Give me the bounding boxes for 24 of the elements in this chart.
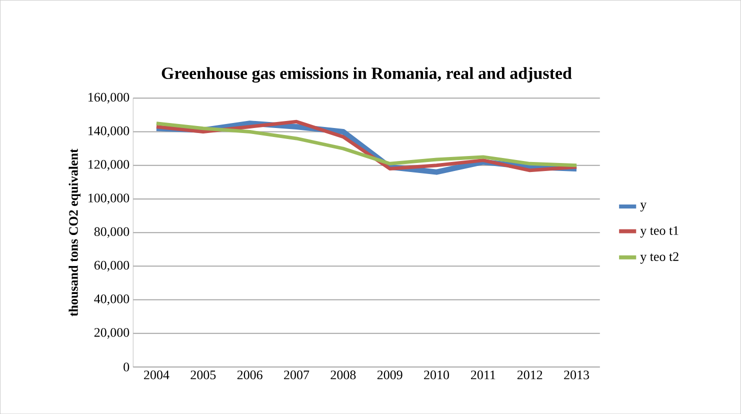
y-tick-label: 80,000	[94, 227, 130, 238]
y-axis-title: thousand tons CO2 equivalent	[68, 148, 81, 316]
x-tick-label: 2012	[517, 370, 542, 380]
x-tick-label: 2007	[284, 370, 310, 380]
y-tick-label: 100,000	[88, 194, 130, 204]
x-tick-label: 2006	[237, 370, 262, 380]
y-tick-label: 140,000	[88, 126, 130, 137]
x-tick-label: 2005	[190, 370, 216, 380]
legend-label: y	[640, 202, 647, 212]
x-tick-label: 2004	[144, 370, 170, 380]
legend-label: y teo t1	[640, 226, 678, 238]
y-tick-label: 60,000	[94, 260, 130, 272]
chart-title: Greenhouse gas emissions in Romania, real and adjusted	[162, 67, 572, 83]
y-tick-label: 20,000	[94, 328, 130, 339]
legend-label: y teo t2	[640, 252, 678, 264]
y-tick-label: 40,000	[94, 294, 130, 306]
x-tick-label: 2010	[424, 370, 450, 380]
y-tick-label: 160,000	[88, 92, 130, 104]
x-tick-label: 2013	[564, 370, 590, 380]
y-tick-label: 120,000	[88, 160, 130, 171]
x-tick-label: 2009	[377, 370, 402, 380]
x-tick-label: 2011	[471, 370, 496, 380]
x-tick-label: 2008	[330, 370, 356, 380]
y-tick-label: 0	[124, 362, 130, 372]
